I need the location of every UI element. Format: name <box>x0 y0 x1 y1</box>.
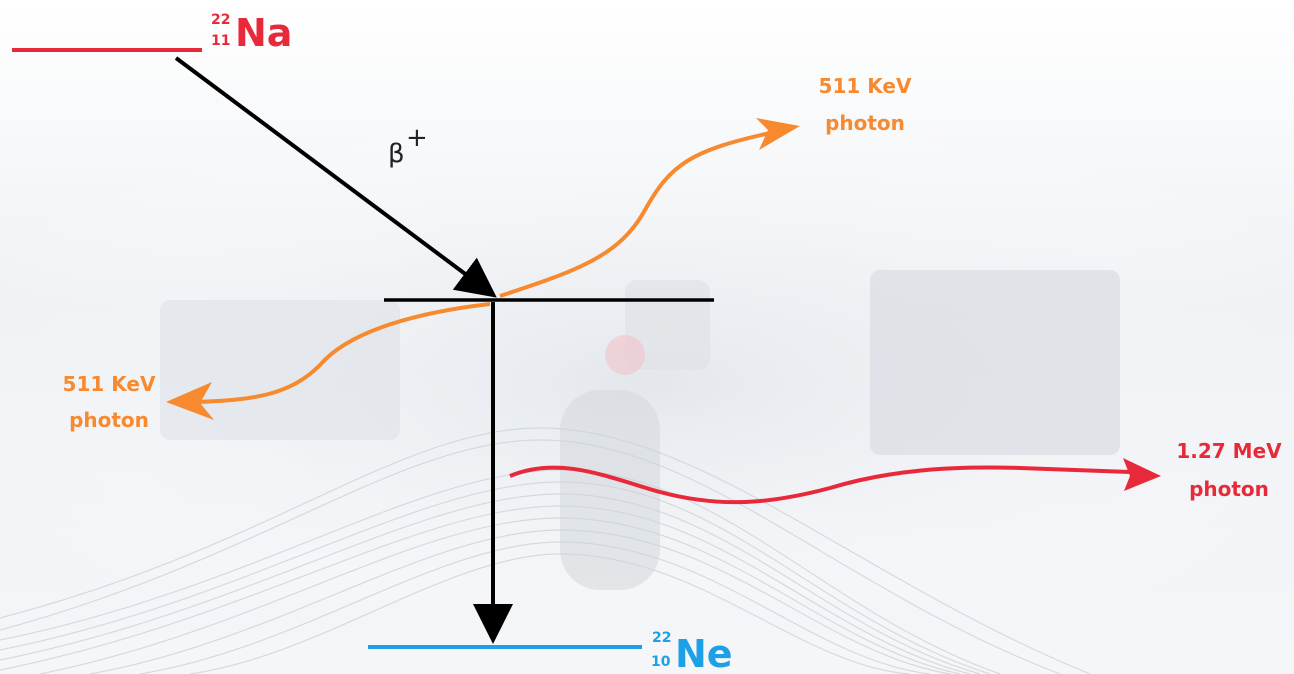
gamma-photon-word: photon <box>1189 477 1269 501</box>
annihilation-photon-left-wave <box>194 302 491 404</box>
annihilation-photon-left-energy: 511 KeV <box>63 372 156 396</box>
annihilation-photon-left-label: 511 KeV photon <box>63 372 156 432</box>
gamma-photon-wave <box>509 465 1131 505</box>
neon-label: 22 10 Ne <box>651 630 733 674</box>
sodium-mass-number: 22 <box>211 12 230 28</box>
annihilation-photon-left-word: photon <box>69 408 149 432</box>
beta-plus-decay-arrow <box>174 56 497 298</box>
annihilation-photon-right-wave <box>499 130 776 298</box>
beta-superscript: + <box>406 123 428 153</box>
sodium-atomic-number: 11 <box>211 33 230 49</box>
sodium-label: 22 11 Na <box>211 11 292 55</box>
sodium-symbol: Na <box>235 11 292 55</box>
beta-symbol: β <box>388 139 405 169</box>
annihilation-photon-right-word: photon <box>825 111 905 135</box>
annihilation-photon-right-energy: 511 KeV <box>819 74 912 98</box>
annihilation-photon-right-label: 511 KeV photon <box>819 74 912 135</box>
beta-plus-label: β + <box>388 123 428 169</box>
gamma-photon-energy: 1.27 MeV <box>1176 439 1282 463</box>
neon-atomic-number: 10 <box>651 654 671 670</box>
neon-mass-number: 22 <box>652 630 671 646</box>
gamma-photon-arrowhead <box>1123 458 1161 491</box>
neon-symbol: Ne <box>675 632 733 674</box>
annihilation-photon-left-arrowhead <box>166 382 214 420</box>
gamma-photon-label: 1.27 MeV photon <box>1176 439 1282 501</box>
annihilation-photon-right-arrowhead <box>756 118 800 150</box>
